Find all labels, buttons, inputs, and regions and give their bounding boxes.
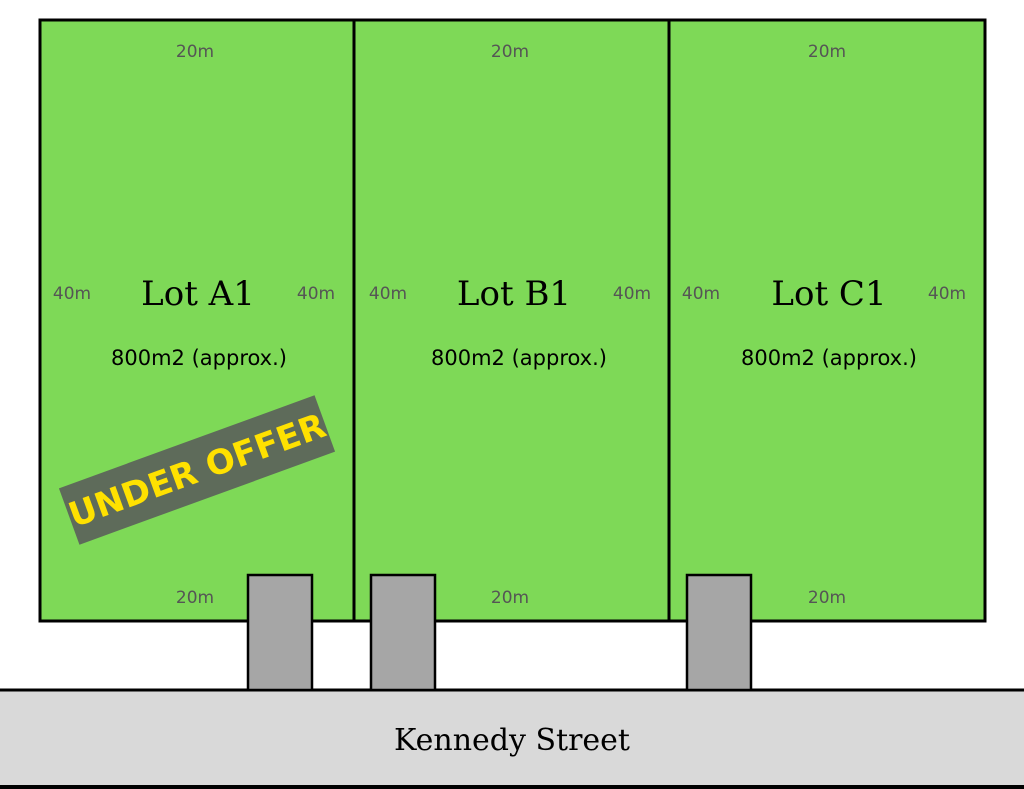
lot-c1-parcel[interactable] bbox=[667, 18, 987, 623]
banner-background bbox=[58, 395, 336, 545]
lot-b1-name: Lot B1 bbox=[457, 274, 571, 314]
lot-c1-top-dim: 20m bbox=[808, 42, 846, 62]
lot-a1-left-dim: 40m bbox=[53, 284, 91, 304]
lot-a1-right-dim: 40m bbox=[297, 284, 335, 304]
lot-b1-parcel[interactable] bbox=[352, 18, 671, 623]
lot-b1[interactable]: 20m 20m 40m 40m Lot B1 800m2 (approx.) bbox=[352, 18, 671, 623]
street-name: Kennedy Street bbox=[394, 723, 630, 758]
lot-b1-bottom-dim: 20m bbox=[491, 588, 529, 608]
lot-a1-area: 800m2 (approx.) bbox=[111, 346, 287, 370]
lot-b1-area: 800m2 (approx.) bbox=[431, 346, 607, 370]
lot-c1-left-dim: 40m bbox=[682, 284, 720, 304]
lot-c1-right-dim: 40m bbox=[928, 284, 966, 304]
lot-b1-right-dim: 40m bbox=[613, 284, 651, 304]
lot-a1-bottom-dim: 20m bbox=[176, 588, 214, 608]
driveway-a1 bbox=[246, 573, 314, 692]
street bbox=[0, 690, 1024, 789]
driveway-c1 bbox=[685, 573, 753, 692]
lot-b1-left-dim: 40m bbox=[369, 284, 407, 304]
driveway-b1 bbox=[369, 573, 437, 692]
lot-b1-top-dim: 20m bbox=[491, 42, 529, 62]
lot-c1-area: 800m2 (approx.) bbox=[741, 346, 917, 370]
lot-a1-top-dim: 20m bbox=[176, 42, 214, 62]
lot-a1-name: Lot A1 bbox=[141, 274, 255, 314]
lot-c1-name: Lot C1 bbox=[771, 274, 886, 314]
lot-c1-bottom-dim: 20m bbox=[808, 588, 846, 608]
lot-c1[interactable]: 20m 20m 40m 40m Lot C1 800m2 (approx.) bbox=[667, 18, 987, 623]
